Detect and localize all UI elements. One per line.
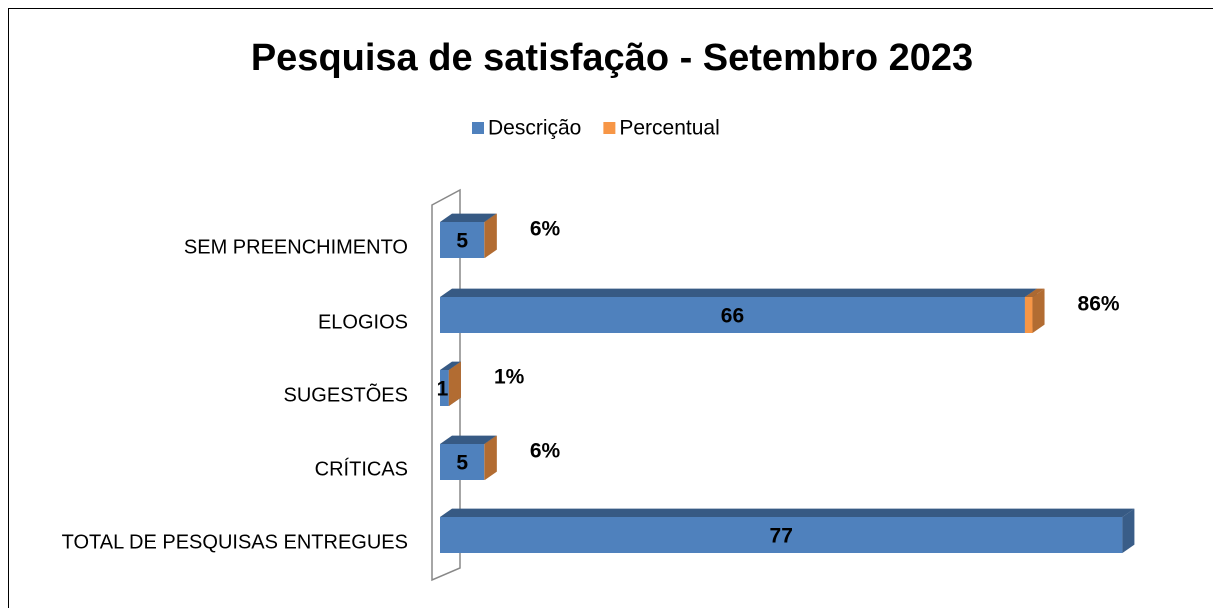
- bar: [1025, 297, 1033, 333]
- bar: [484, 222, 485, 258]
- data-label: 86%: [1078, 293, 1120, 316]
- data-label: 66: [721, 305, 744, 328]
- y-tick-label: TOTAL DE PESQUISAS ENTREGUES: [62, 531, 408, 553]
- y-tick-label: ELOGIOS: [318, 311, 408, 333]
- data-label: 5: [456, 452, 468, 475]
- data-label: 1: [437, 378, 449, 401]
- legend-label: Descrição: [488, 117, 581, 140]
- data-label: 6%: [530, 440, 561, 463]
- bar-top: [440, 289, 1037, 297]
- y-tick-label: SEM PREENCHIMENTO: [184, 236, 408, 258]
- data-label: 6%: [530, 218, 561, 241]
- bar-top: [440, 509, 1134, 517]
- y-tick-label: SUGESTÕES: [284, 382, 408, 406]
- y-tick-label: CRÍTICAS: [315, 457, 408, 480]
- data-label: 1%: [494, 366, 525, 389]
- data-label: 77: [770, 525, 793, 548]
- bar: [484, 444, 485, 480]
- data-label: 5: [456, 230, 468, 253]
- legend-swatch: [472, 122, 484, 134]
- legend-swatch: [603, 122, 615, 134]
- legend-label: Percentual: [619, 117, 719, 140]
- chart-title: Pesquisa de satisfação - Setembro 2023: [251, 37, 973, 79]
